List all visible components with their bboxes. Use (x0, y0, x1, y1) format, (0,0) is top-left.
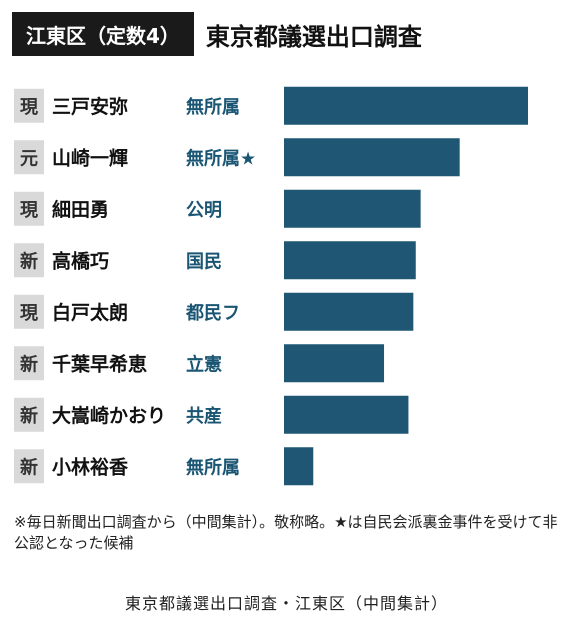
status-box (14, 88, 44, 123)
image-caption: 東京都議選出口調査・江東区（中間集計） (124, 594, 448, 613)
chart-row: 現三戸安弥 無所属 (14, 86, 528, 125)
candidate-name: 小林裕香 (52, 455, 129, 478)
chart-card: 江東区（定数4） 東京都議選出口調査 現三戸安弥 無所属元山崎一輝 無所属★ 現細田勇… (12, 12, 558, 552)
status-box (14, 243, 44, 278)
candidate-party: 無所属 (186, 456, 240, 478)
candidate-party: 共産 (186, 405, 222, 427)
chart-title: 東京都議選出口調査 (205, 22, 422, 51)
vote-share-bar (284, 292, 414, 331)
status-box (14, 140, 44, 175)
vote-share-bar (284, 447, 314, 486)
vote-share-bar (284, 241, 416, 280)
candidate-party: 無所属★ (186, 147, 256, 169)
candidate-status: 新 (20, 405, 38, 427)
candidate-name: 山崎一輝 (52, 146, 128, 169)
candidate-status: 現 (20, 97, 38, 118)
chart-row: 新大嵩崎かおり 共産 (14, 395, 409, 434)
candidate-status: 新 (20, 456, 38, 478)
district-badge: 江東区（定数4） (12, 12, 194, 56)
chart-row: 新高橋巧 国民 (14, 241, 416, 280)
candidate-name: 千葉早希恵 (52, 352, 147, 375)
status-box (14, 397, 44, 432)
candidate-party: 立憲 (186, 353, 222, 375)
candidate-party: 国民 (186, 251, 222, 272)
vote-share-bar (284, 86, 528, 125)
chart-header: 江東区（定数4） 東京都議選出口調査 (12, 12, 422, 56)
candidate-status: 新 (20, 353, 38, 375)
chart-row: 現細田勇 公明 (14, 189, 421, 228)
candidate-status: 新 (20, 250, 38, 272)
candidate-status: 現 (20, 303, 38, 324)
footnote: ※毎日新聞出口調査から（中間集計）。敬称略。★は自民会派裏金事件を受けて非公認と… (14, 513, 558, 552)
candidate-party: 公明 (186, 200, 222, 221)
status-box (14, 346, 44, 381)
chart-row: 現白戸太朗 都民フ (14, 292, 414, 331)
chart-row: 新小林裕香 無所属 (14, 447, 314, 486)
vote-share-bar (284, 189, 421, 228)
chart-row: 元山崎一輝 無所属★ (14, 138, 460, 177)
vote-share-bar (284, 395, 409, 434)
candidate-name: 高橋巧 (52, 249, 109, 272)
candidate-status: 元 (20, 148, 38, 169)
candidate-name: 白戸太朗 (52, 301, 128, 324)
status-box (14, 191, 44, 226)
vote-share-bar (284, 344, 385, 383)
status-box (14, 449, 44, 484)
bar-chart: 現三戸安弥 無所属元 山崎一輝 無所属★現 細田勇 公明新 高橋巧 国民現 白戸太朗 都民フ新 千葉… (14, 86, 528, 486)
candidate-name: 大嵩崎かおり (52, 404, 166, 427)
candidate-status: 現 (20, 200, 38, 221)
candidate-party: 都民フ (185, 303, 240, 324)
candidate-name: 三戸安弥 (52, 95, 128, 118)
candidate-party: 無所属 (186, 96, 240, 118)
status-box (14, 294, 44, 329)
vote-share-bar (284, 138, 460, 177)
chart-row: 新千葉早希恵 立憲 (14, 344, 385, 383)
candidate-name: 細田勇 (52, 198, 109, 221)
